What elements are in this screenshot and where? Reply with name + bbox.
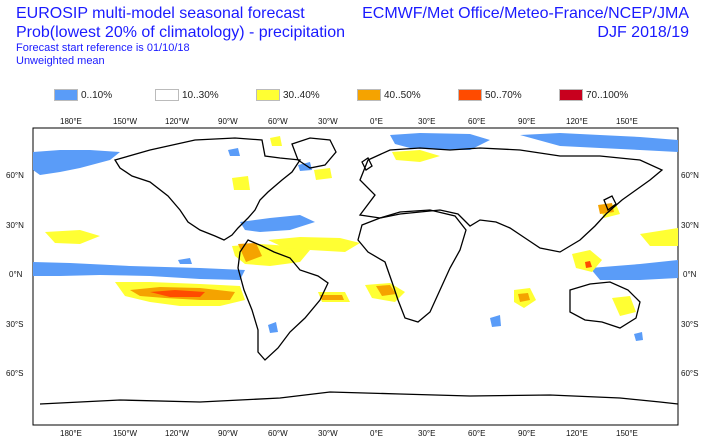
lon-bottom-label: 120°W [165, 429, 190, 438]
legend-label: 40..50% [384, 89, 421, 101]
legend: 0..10% 10..30% 30..40% 40..50% 50..70% 7… [54, 89, 660, 101]
lon-top-label: 180°E [60, 117, 82, 126]
lon-bottom-label: 180°E [60, 429, 82, 438]
legend-label: 0..10% [81, 89, 113, 101]
legend-label: 10..30% [182, 89, 219, 101]
lat-right-label: 0°N [683, 270, 697, 279]
lon-top-label: 0°E [370, 117, 383, 126]
mean-note: Unweighted mean [16, 55, 105, 67]
lon-bottom-label: 120°E [566, 429, 588, 438]
centres-label: ECMWF/Met Office/Meteo-France/NCEP/JMA [362, 5, 689, 22]
lon-bottom-label: 90°W [218, 429, 238, 438]
legend-item: 50..70% [458, 89, 559, 101]
lat-left-label: 60°N [6, 171, 24, 180]
lon-bottom-label: 30°E [418, 429, 435, 438]
legend-label: 70..100% [586, 89, 629, 101]
lon-bottom-label: 90°E [518, 429, 535, 438]
lon-bottom-label: 60°W [268, 429, 288, 438]
axis-labels: 180°E 150°W 120°W 90°W 60°W 30°W 0°E 30°… [6, 117, 699, 438]
lat-right-label: 30°N [681, 221, 699, 230]
lat-left-label: 30°S [6, 320, 23, 329]
lon-top-label: 60°W [268, 117, 288, 126]
lon-top-label: 120°E [566, 117, 588, 126]
legend-item: 30..40% [256, 89, 357, 101]
legend-swatch [155, 89, 179, 101]
sub-title: Prob(lowest 20% of climatology) - precip… [16, 24, 346, 41]
lon-bottom-label: 0°E [370, 429, 383, 438]
shading-veryhigh [150, 261, 592, 297]
legend-item: 70..100% [559, 89, 660, 101]
forecast-start: Forecast start reference is 01/10/18 [16, 42, 190, 54]
legend-item: 10..30% [155, 89, 256, 101]
season-label: DJF 2018/19 [597, 24, 689, 41]
legend-swatch [357, 89, 381, 101]
lon-top-label: 90°W [218, 117, 238, 126]
lon-top-label: 90°E [518, 117, 535, 126]
legend-swatch [256, 89, 280, 101]
lat-left-label: 60°S [6, 369, 23, 378]
legend-swatch [458, 89, 482, 101]
lat-right-label: 30°S [681, 320, 698, 329]
legend-swatch [54, 89, 78, 101]
map-frame [32, 127, 679, 426]
lon-bottom-label: 150°W [113, 429, 138, 438]
legend-label: 50..70% [485, 89, 522, 101]
lon-top-label: 30°W [318, 117, 338, 126]
legend-swatch [559, 89, 583, 101]
lon-top-label: 150°E [616, 117, 638, 126]
title-right-block: ECMWF/Met Office/Meteo-France/NCEP/JMA D… [362, 4, 689, 42]
lat-right-label: 60°S [681, 369, 698, 378]
lat-left-label: 30°N [6, 221, 24, 230]
lat-right-label: 60°N [681, 171, 699, 180]
legend-item: 40..50% [357, 89, 458, 101]
lon-top-label: 60°E [468, 117, 485, 126]
title-block: EUROSIP multi-model seasonal forecast Pr… [16, 4, 345, 68]
lat-left-label: 0°N [9, 270, 23, 279]
lon-bottom-label: 150°E [616, 429, 638, 438]
lon-top-label: 120°W [165, 117, 190, 126]
legend-label: 30..40% [283, 89, 320, 101]
lon-bottom-label: 60°E [468, 429, 485, 438]
lon-top-label: 30°E [418, 117, 435, 126]
legend-item: 0..10% [54, 89, 155, 101]
lon-bottom-label: 30°W [318, 429, 338, 438]
coastlines [39, 137, 679, 405]
lon-top-label: 150°W [113, 117, 138, 126]
main-title: EUROSIP multi-model seasonal forecast [16, 5, 305, 22]
